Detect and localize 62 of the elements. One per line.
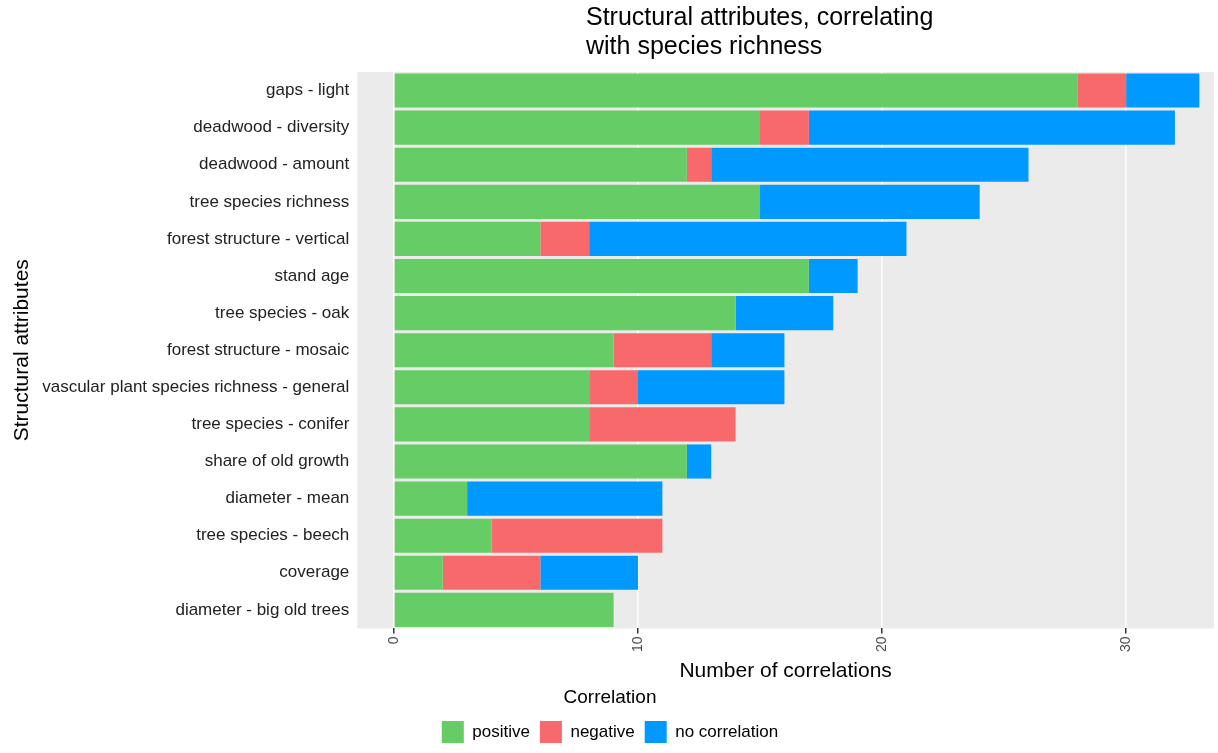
legend-label: negative [570, 721, 635, 741]
bar [394, 592, 614, 627]
y-tick-label: tree species - beech [196, 525, 350, 545]
y-tick-label: tree species - oak [215, 302, 350, 322]
bar [1126, 73, 1200, 108]
bar [394, 370, 590, 405]
chart-title: Structural attributes, correlating with species richness [586, 2, 935, 60]
y-tick-label: coverage [279, 562, 350, 582]
bar [735, 296, 834, 331]
legend-label: no correlation [675, 721, 779, 741]
bar [589, 407, 736, 442]
bar [1077, 73, 1127, 108]
bar [686, 147, 712, 182]
bar [637, 370, 785, 405]
y-tick-label: deadwood - amount [199, 154, 350, 174]
y-tick-label: forest structure - mosaic [166, 339, 350, 359]
bar [394, 73, 1078, 108]
y-axis-title: Structural attributes [9, 259, 33, 442]
bar [540, 555, 638, 590]
y-tick-label: diameter - big old trees [175, 599, 350, 619]
y-tick-label: forest structure - vertical [166, 228, 350, 248]
bar [394, 444, 687, 479]
x-axis-title: Number of correlations [679, 658, 892, 682]
bar [394, 221, 541, 256]
y-tick-label: tree species - conifer [191, 414, 350, 434]
bar [467, 481, 663, 516]
y-tick-label: share of old growth [204, 451, 350, 471]
bar [808, 258, 858, 294]
bar [808, 110, 1175, 145]
bar [589, 221, 907, 256]
y-tick-label: stand age [274, 265, 350, 285]
bar [394, 481, 468, 516]
bar [760, 110, 809, 145]
bar [394, 296, 736, 331]
bar [442, 555, 541, 590]
y-tick-label: vascular plant species richness - general [42, 377, 350, 396]
bar [394, 110, 761, 145]
y-tick-label: gaps - light [266, 80, 350, 100]
bar [491, 518, 663, 553]
bar [589, 370, 638, 405]
bar [394, 407, 590, 442]
bar [613, 333, 712, 368]
x-tick-label: 0 [384, 636, 401, 645]
x-tick-label: 20 [872, 636, 889, 653]
bar [394, 518, 492, 553]
bar [394, 555, 443, 590]
bar [394, 333, 614, 368]
bar [711, 147, 1029, 182]
bar [540, 221, 590, 256]
bar [394, 258, 809, 294]
x-tick-label: 10 [628, 636, 645, 653]
bar [394, 147, 687, 182]
bar [394, 184, 761, 219]
x-tick-label: 30 [1116, 636, 1133, 653]
y-tick-label: deadwood - diversity [193, 117, 350, 137]
y-tick-label: diameter - mean [225, 488, 350, 508]
bar [760, 184, 980, 219]
legend-label: positive [472, 721, 530, 741]
y-tick-label: tree species richness [189, 191, 350, 211]
bar [711, 333, 785, 368]
bar [686, 444, 712, 479]
legend-title: Correlation [563, 685, 657, 707]
